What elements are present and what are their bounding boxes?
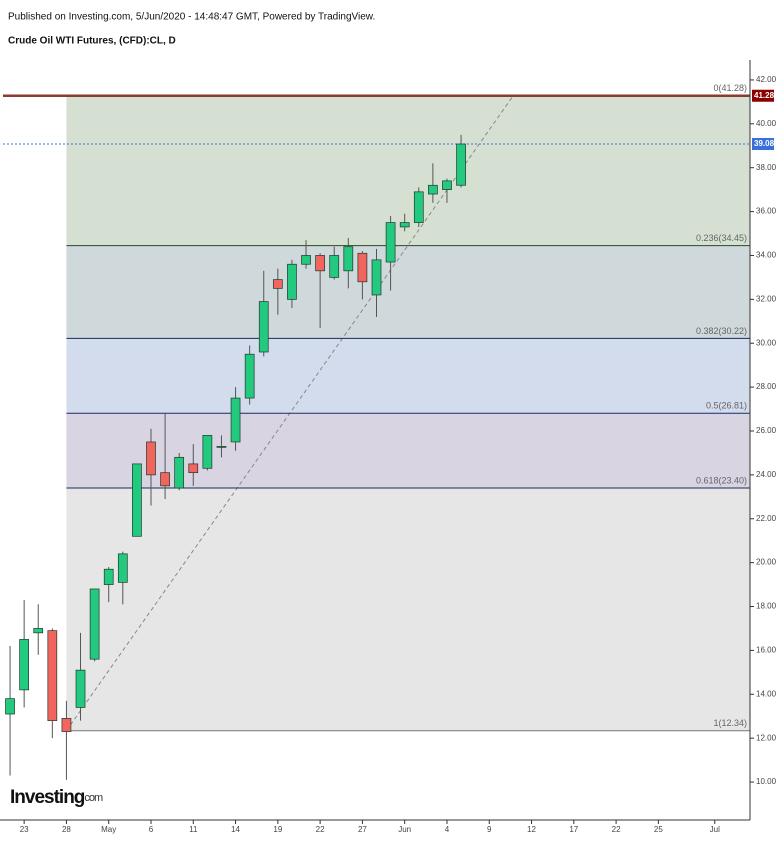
candle-body — [19, 639, 29, 691]
candle-body — [456, 143, 466, 186]
candle-body — [329, 255, 340, 278]
y-tick-label: 40.00 — [756, 119, 777, 128]
candle-body — [160, 472, 170, 487]
plot: 0(41.28) 0.236(34.45) 0.382(30.22) 0.5(26.8… — [0, 60, 777, 834]
candle-body — [132, 463, 142, 537]
logo-suffix: com — [84, 792, 103, 804]
fib-level-label: 0.618(23.40) — [696, 475, 747, 485]
candle-body — [442, 180, 452, 190]
x-tick-label: 17 — [569, 825, 578, 834]
y-tick-label: 42.00 — [756, 75, 777, 84]
candle-body — [117, 553, 128, 583]
y-tick-label: 20.00 — [756, 558, 777, 567]
last-price-label: 39.08 — [754, 139, 775, 148]
candle-body — [287, 263, 297, 300]
candle-body — [385, 222, 396, 263]
candle-body — [230, 397, 241, 443]
x-tick-label: 22 — [612, 825, 621, 834]
y-tick-label: 24.00 — [756, 470, 777, 479]
y-tick-label: 16.00 — [756, 646, 777, 655]
fib-band — [66, 338, 750, 414]
candle-body — [413, 191, 424, 223]
x-tick-label: 25 — [654, 825, 663, 834]
y-tick-label: 22.00 — [756, 514, 777, 523]
y-tick-label: 36.00 — [756, 207, 777, 216]
fib-level-label: 1(12.34) — [713, 718, 747, 728]
chart-title: Crude Oil WTI Futures, (CFD):CL, D — [8, 36, 176, 47]
candle-body — [258, 301, 269, 353]
candle-body — [272, 279, 283, 289]
y-tick-label: 12.00 — [756, 733, 777, 742]
published-note: Published on Investing.com, 5/Jun/2020 -… — [8, 12, 375, 23]
candle-body — [61, 718, 72, 732]
fib-band — [66, 245, 750, 339]
logo: Investingcom — [10, 787, 103, 808]
x-tick-label: 23 — [20, 825, 29, 834]
x-tick-label: Jul — [710, 825, 720, 834]
candle-body — [103, 568, 114, 585]
candle-body — [428, 184, 438, 195]
fib-level-label: 0.382(30.22) — [696, 326, 747, 336]
y-tick-label: 34.00 — [756, 251, 777, 260]
fib-band — [66, 488, 750, 731]
x-tick-label: Jun — [398, 825, 411, 834]
fib-band — [66, 95, 750, 246]
y-tick-label: 10.00 — [756, 777, 777, 786]
x-tick-label: 6 — [149, 825, 154, 834]
candle-body — [89, 588, 100, 660]
high-price-label: 41.28 — [754, 91, 775, 100]
candle-body — [146, 441, 156, 476]
candle-body — [202, 435, 213, 469]
fib-level-label: 0(41.28) — [713, 83, 747, 93]
candle-body — [399, 222, 410, 228]
candle-body — [343, 246, 354, 272]
candle-body — [301, 255, 311, 265]
x-tick-label: 19 — [273, 825, 282, 834]
y-tick-label: 18.00 — [756, 602, 777, 611]
x-tick-label: 9 — [487, 825, 492, 834]
x-tick-label: 11 — [189, 825, 198, 834]
y-tick-label: 26.00 — [756, 426, 777, 435]
x-tick-label: 4 — [445, 825, 450, 834]
fib-level-label: 0.5(26.81) — [706, 401, 747, 411]
candle-body — [315, 255, 325, 272]
y-tick-label: 30.00 — [756, 338, 777, 347]
candle-body — [371, 259, 382, 296]
x-tick-label: May — [101, 825, 116, 834]
x-tick-label: 14 — [231, 825, 240, 834]
x-tick-label: 27 — [358, 825, 367, 834]
y-tick-label: 32.00 — [756, 294, 777, 303]
candle-body — [244, 353, 255, 399]
y-tick-label: 38.00 — [756, 163, 777, 172]
candle-body — [47, 630, 58, 721]
candle-body — [75, 669, 86, 708]
x-tick-label: 12 — [527, 825, 536, 834]
y-tick-label: 14.00 — [756, 689, 777, 698]
x-tick-label: 28 — [62, 825, 71, 834]
y-tick-label: 28.00 — [756, 382, 777, 391]
candle-body — [5, 698, 15, 715]
fib-level-label: 0.236(34.45) — [696, 233, 747, 243]
logo-main: Investing — [10, 787, 85, 808]
last-price-box — [752, 138, 774, 151]
high-price-box — [752, 89, 774, 102]
candle-body — [174, 456, 185, 489]
candle-body — [188, 463, 199, 474]
x-tick-label: 22 — [316, 825, 325, 834]
candle-body — [357, 252, 368, 283]
candle-body — [216, 446, 227, 448]
candle-body — [33, 628, 44, 634]
